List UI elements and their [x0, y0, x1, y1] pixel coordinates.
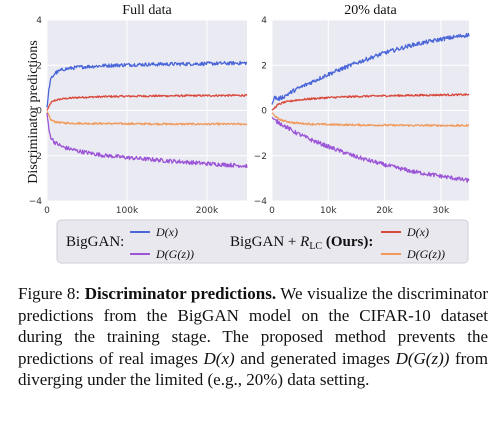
y-tick-label: −4 — [29, 197, 43, 207]
x-tick-label: 200k — [196, 206, 219, 216]
series-ours-dx — [46, 93, 248, 111]
y-tick-label: 0 — [36, 107, 42, 117]
x-tick-label: 20k — [376, 206, 393, 216]
series-biggan-dgz — [271, 116, 470, 183]
legend-box — [56, 219, 469, 264]
y-tick-label: 4 — [261, 16, 267, 26]
caption-math-dgz: D(G(z)) — [395, 348, 450, 368]
chart-title: 20% data — [344, 3, 397, 18]
x-tick-label: 100k — [116, 206, 139, 216]
y-tick-label: −2 — [254, 152, 267, 162]
series-ours-dgz — [46, 111, 248, 126]
x-tick-label: 0 — [44, 206, 50, 216]
x-tick-label: 30k — [433, 206, 450, 216]
caption-math-dx: D(x) — [203, 348, 235, 368]
caption-text-1: We visualize the discriminator predictio… — [18, 284, 488, 368]
y-tick-label: 0 — [261, 107, 267, 117]
y-tick-label: 2 — [261, 61, 267, 71]
caption-prefix: Figure 8: — [18, 284, 85, 303]
x-tick-label: 0 — [269, 206, 275, 216]
legend-ours-label: BigGAN + RLC (Ours): — [230, 234, 373, 252]
series-ours-dgz — [271, 112, 470, 128]
legend-ours-dx-label: D(x) — [406, 225, 429, 239]
caption-text-2: and generated images — [234, 348, 396, 368]
y-axis-label: Discriminator predictions — [26, 40, 41, 183]
figure-caption: Figure 8: Discriminator predictions. We … — [18, 283, 488, 391]
legend-biggan-dgz-label: D(G(z)) — [155, 247, 194, 261]
caption-text-3: from diverging under the limited (e.g., … — [18, 348, 489, 390]
y-tick-label: 2 — [36, 61, 42, 71]
legend-ours-dgz-label: D(G(z)) — [406, 247, 445, 261]
chart-20pct-data: −4 −2 0 2 4 0 10k 20k 30k 20% data — [254, 3, 470, 216]
legend-biggan-dx-label: D(x) — [155, 225, 178, 239]
chart-title: Full data — [122, 3, 172, 18]
y-tick-label: −4 — [254, 197, 268, 207]
chart-full-data: −4 −2 0 2 4 0 100k 200k Full data — [29, 3, 248, 216]
y-tick-label: −2 — [29, 152, 42, 162]
caption-bold-title: Discriminator predictions. — [84, 284, 277, 303]
x-tick-label: 10k — [320, 206, 337, 216]
series-biggan-dgz — [46, 112, 248, 169]
series-biggan-dx — [271, 32, 470, 105]
series-biggan-dx — [46, 60, 248, 108]
series-ours-dx — [271, 93, 470, 111]
y-tick-label: 4 — [36, 16, 42, 26]
legend: BigGAN: D(x) D(G(z)) D(x) D(G(z)) BigGAN + RL… — [56, 219, 469, 264]
legend-baseline-label: BigGAN: — [66, 234, 124, 250]
